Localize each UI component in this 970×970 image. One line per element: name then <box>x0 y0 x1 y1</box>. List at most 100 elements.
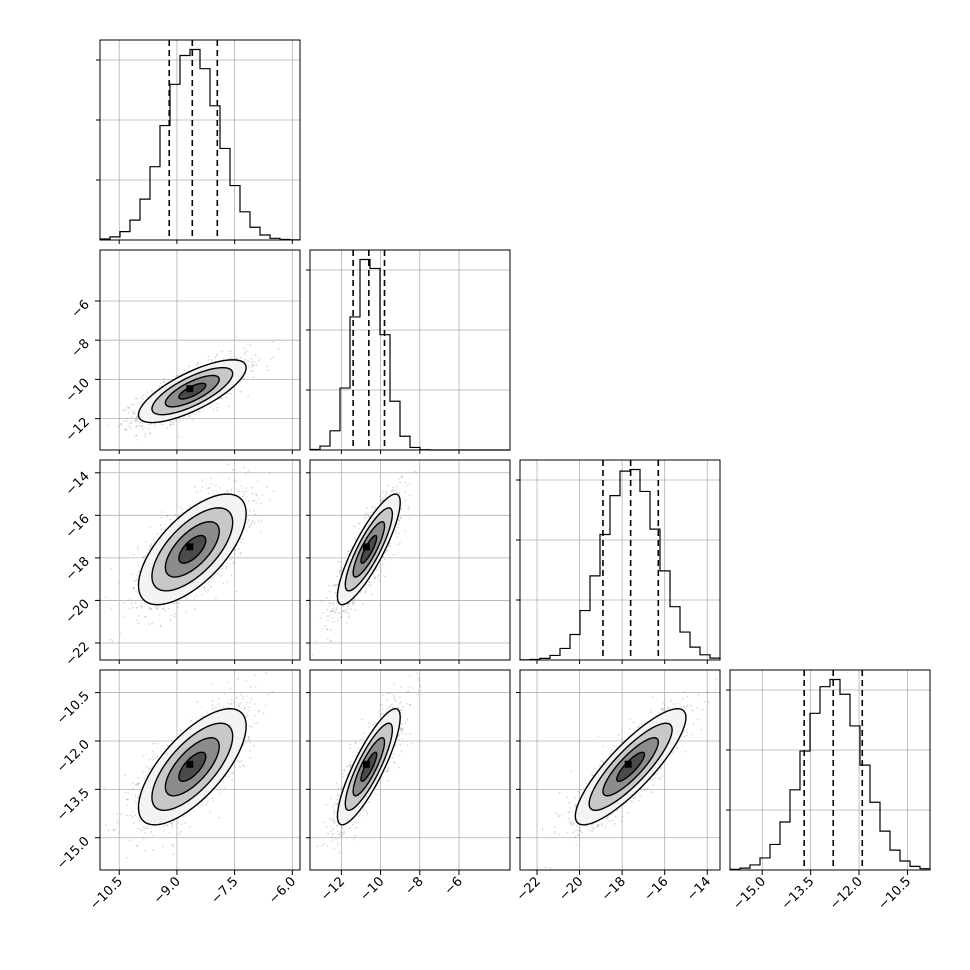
inner-ticks-3-1 <box>306 692 310 839</box>
sample-point <box>268 498 271 501</box>
sample-point <box>202 586 205 589</box>
sample-point <box>143 777 145 780</box>
sample-point <box>239 380 242 383</box>
sample-point <box>213 490 216 492</box>
sample-point <box>368 581 371 584</box>
sample-point <box>244 741 247 744</box>
sample-point <box>170 822 173 825</box>
sample-point <box>187 415 190 418</box>
sample-point <box>134 814 137 816</box>
sample-point <box>337 793 340 796</box>
sample-point <box>328 584 330 587</box>
sample-point <box>650 711 653 714</box>
sample-point <box>135 783 138 786</box>
sample-point <box>632 721 635 724</box>
sample-point <box>245 716 248 718</box>
sample-point <box>155 607 158 610</box>
sample-point <box>652 784 655 787</box>
sample-point <box>150 830 153 833</box>
sample-point <box>354 754 357 757</box>
sample-point <box>256 480 259 483</box>
sample-point <box>134 800 137 803</box>
sample-point <box>644 788 647 791</box>
sample-point <box>568 811 571 813</box>
sample-point <box>335 811 338 814</box>
sample-point <box>404 491 407 493</box>
sample-point <box>646 787 649 790</box>
sample-point <box>129 403 132 406</box>
sample-point <box>250 523 253 526</box>
sample-point <box>343 830 346 833</box>
sample-point <box>212 408 215 411</box>
sample-point <box>683 730 686 733</box>
sample-point <box>581 832 584 834</box>
sample-point <box>331 839 334 841</box>
sample-point <box>209 406 211 409</box>
sample-point <box>407 505 410 508</box>
sample-point <box>404 733 407 736</box>
sample-point <box>323 821 326 824</box>
sample-point <box>151 765 154 768</box>
sample-point <box>169 421 172 423</box>
sample-point <box>163 381 166 384</box>
sample-point <box>347 550 349 553</box>
sample-point <box>336 798 339 801</box>
sample-point <box>122 410 125 412</box>
sample-point <box>268 472 271 475</box>
inner-xticks-2-0 <box>118 660 293 664</box>
sample-point <box>254 513 257 516</box>
sample-point <box>338 570 341 573</box>
sample-point <box>255 501 258 504</box>
sample-point <box>227 463 229 466</box>
sample-point <box>392 706 395 709</box>
sample-point <box>203 586 206 588</box>
sample-point <box>238 548 240 550</box>
sample-point <box>591 774 594 777</box>
density-peak <box>186 385 194 393</box>
sample-point <box>327 832 329 835</box>
sample-point <box>132 788 135 790</box>
sample-point <box>365 584 368 586</box>
sample-point <box>150 422 153 425</box>
sample-point <box>237 677 239 680</box>
sample-point <box>272 356 274 359</box>
sample-point <box>574 806 577 808</box>
sample-point <box>568 801 571 804</box>
density-contour <box>336 708 401 826</box>
sample-point <box>365 507 368 509</box>
sample-point <box>557 833 560 836</box>
sample-point <box>138 425 141 428</box>
sample-point <box>256 721 258 724</box>
sample-point <box>614 815 617 818</box>
sample-point <box>159 624 162 627</box>
sample-point <box>251 366 253 369</box>
sample-point <box>597 735 600 738</box>
sample-point <box>651 696 654 699</box>
sample-point <box>703 700 706 703</box>
x-axis-3: −15.0 −13.5 −12.0 −10.5 <box>730 870 914 913</box>
sample-point <box>177 602 180 605</box>
sample-point <box>353 827 356 829</box>
density-contour <box>602 737 660 797</box>
sample-point <box>384 495 387 498</box>
sample-point <box>332 828 334 831</box>
sample-point <box>380 704 383 706</box>
sample-point <box>579 789 582 791</box>
sample-point <box>608 752 611 755</box>
sample-point <box>141 428 144 430</box>
density-contour <box>137 359 247 424</box>
sample-point <box>252 509 255 512</box>
sample-point <box>182 816 185 818</box>
sample-point <box>105 824 108 827</box>
sample-point <box>351 603 354 606</box>
sample-point <box>141 605 144 608</box>
sample-point <box>378 709 380 712</box>
sample-point <box>233 701 236 704</box>
sample-point <box>149 608 152 611</box>
sample-point <box>602 761 604 763</box>
sample-point <box>244 473 247 476</box>
sample-point <box>149 768 152 770</box>
sample-point <box>177 821 180 824</box>
sample-point <box>136 619 138 622</box>
sample-point <box>335 601 338 604</box>
